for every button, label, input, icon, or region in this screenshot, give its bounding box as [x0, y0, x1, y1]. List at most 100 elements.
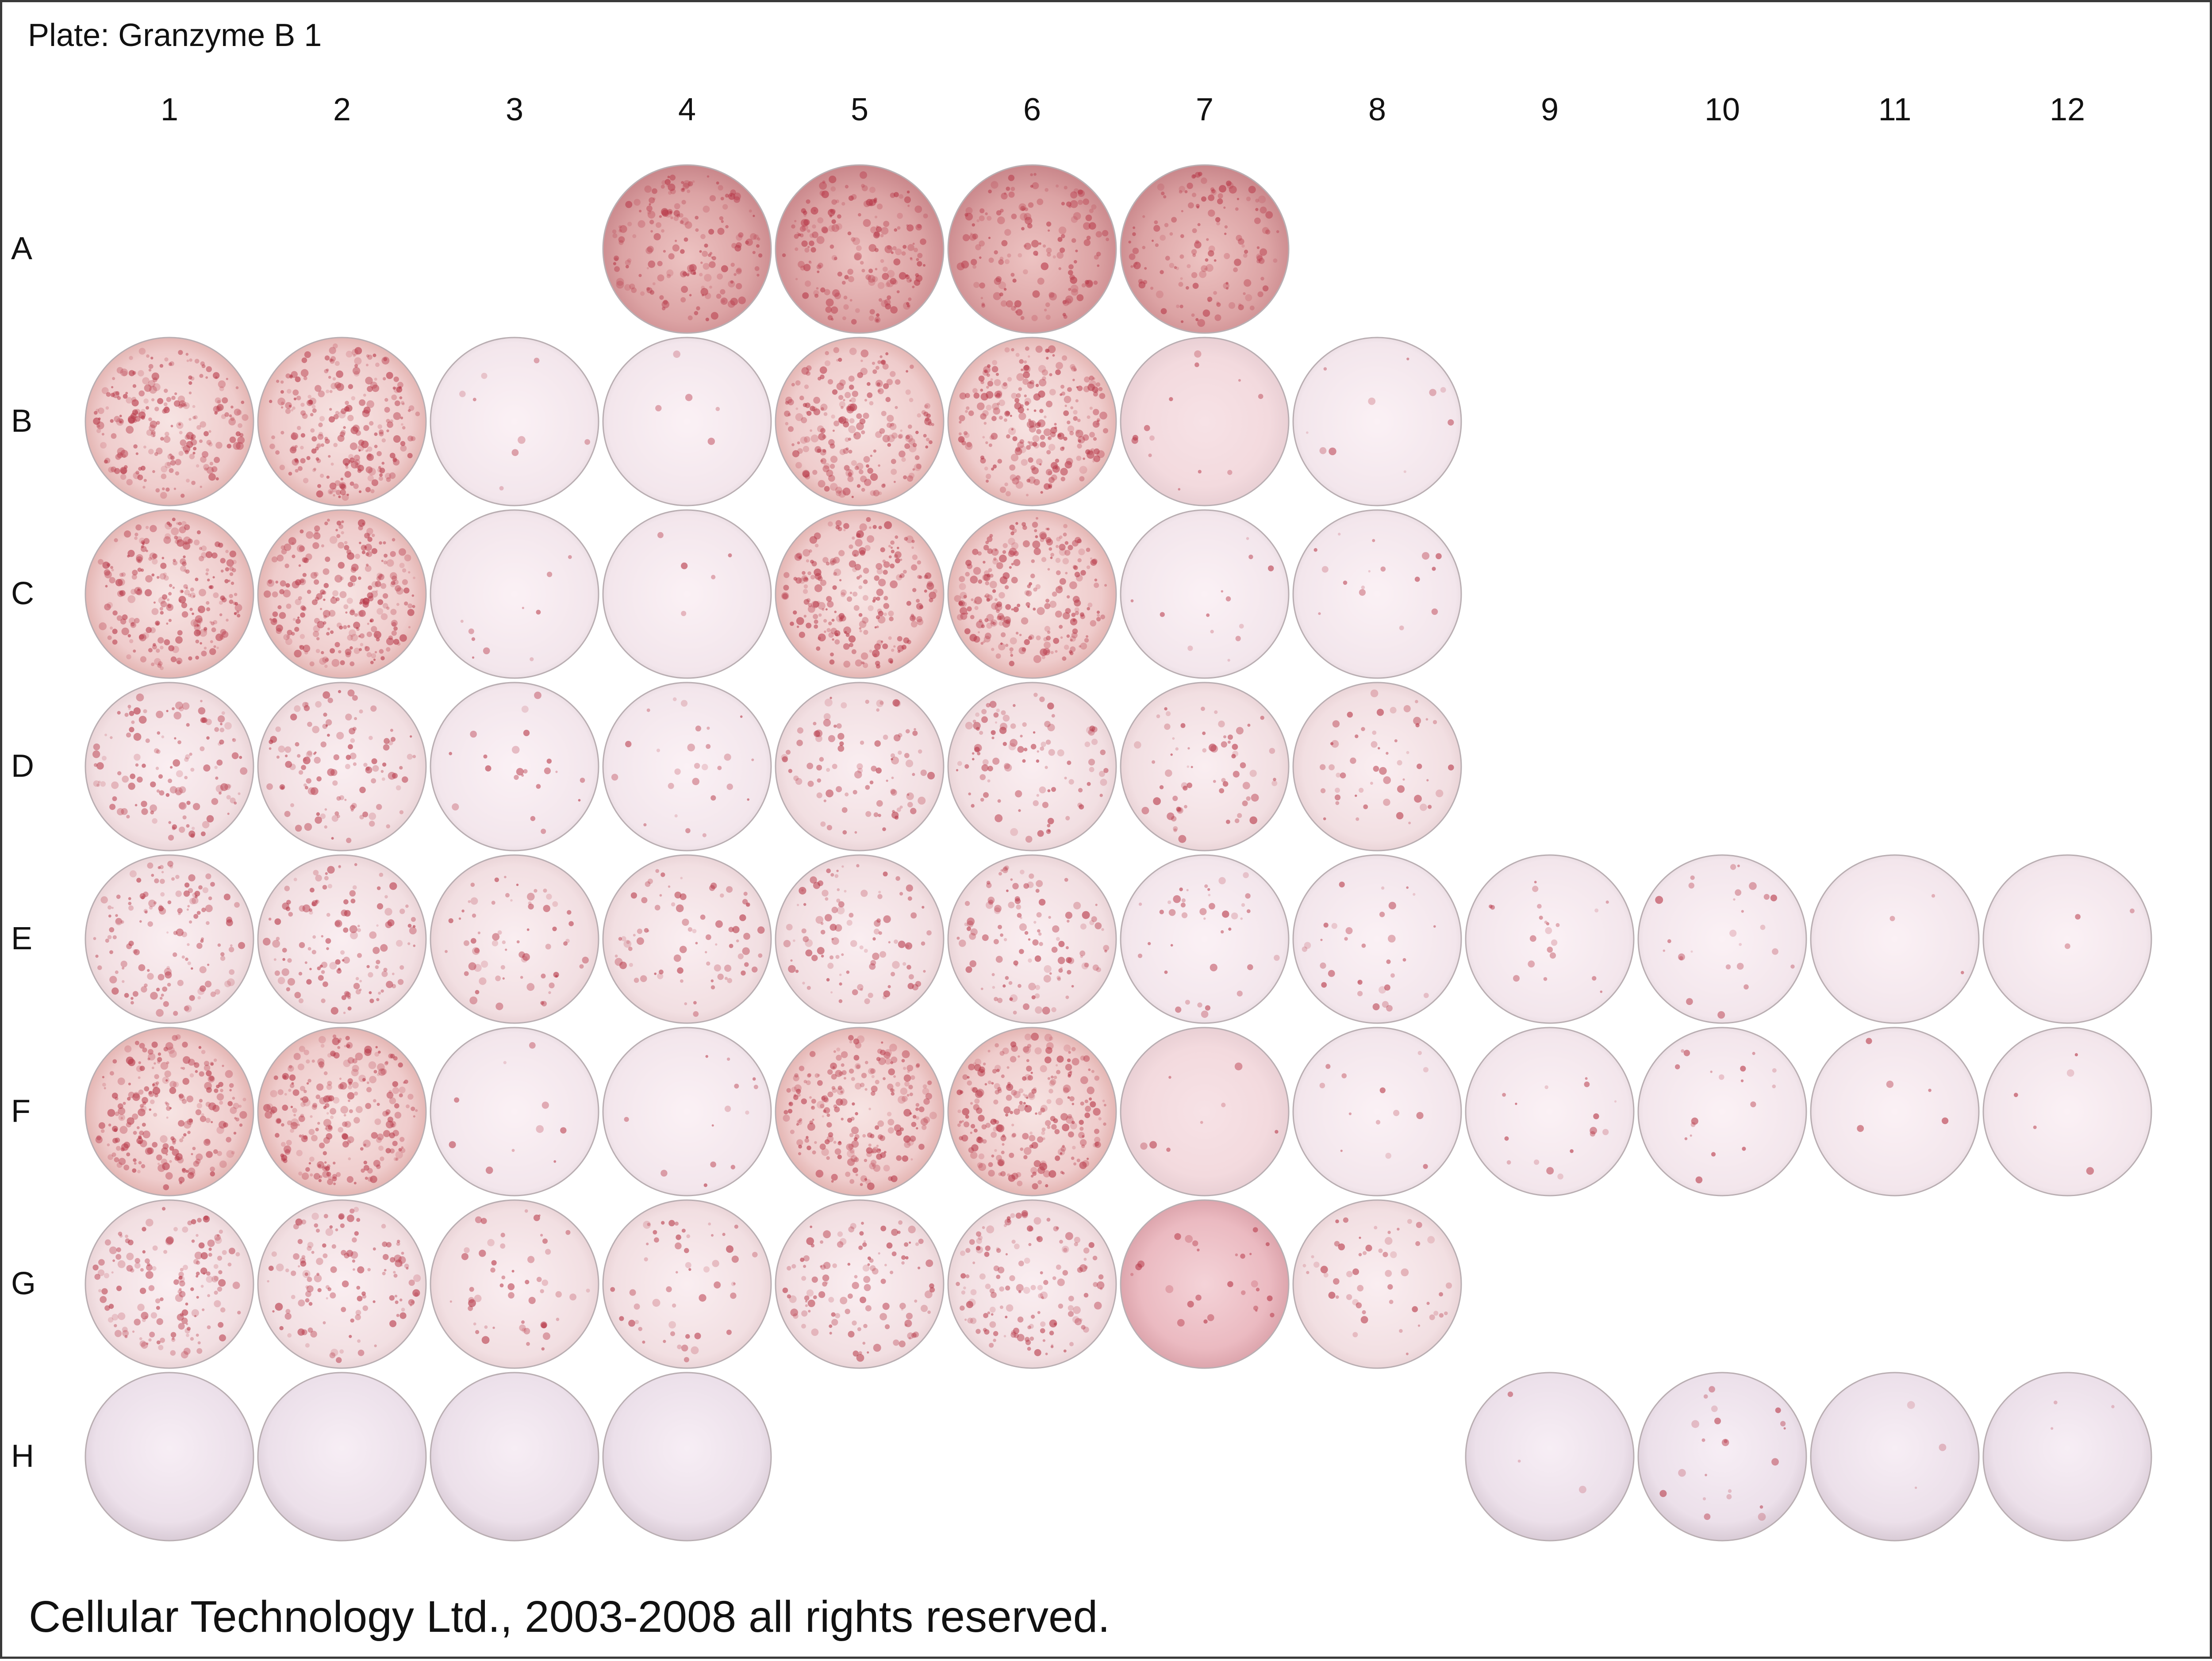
spot [175, 702, 183, 710]
spot [357, 611, 364, 617]
spot [196, 1154, 203, 1161]
spot [356, 1106, 363, 1113]
spot [220, 783, 228, 791]
spot [788, 965, 796, 973]
spot [394, 376, 399, 382]
spot [1002, 550, 1006, 554]
spot [383, 744, 390, 751]
spot [997, 998, 1002, 1003]
spot [402, 776, 408, 783]
spot [407, 942, 410, 945]
spot [121, 572, 126, 577]
spot [132, 1168, 136, 1173]
spot [826, 596, 832, 602]
spot [110, 1071, 114, 1075]
spot [366, 1087, 372, 1092]
spot [579, 964, 584, 969]
spot [1094, 579, 1098, 582]
spot [333, 1097, 339, 1104]
spot [954, 595, 961, 602]
spot [215, 777, 218, 780]
spot [1226, 820, 1230, 824]
spot [376, 960, 380, 964]
spot [797, 727, 803, 733]
spot [1320, 939, 1322, 941]
spot [288, 978, 295, 986]
spot [1075, 537, 1081, 544]
spot [144, 983, 148, 987]
spot [383, 1130, 390, 1137]
spot [324, 437, 328, 441]
spot [173, 587, 175, 589]
spot [738, 296, 746, 304]
spot [1089, 1097, 1092, 1101]
spot [985, 1083, 987, 1086]
spot [300, 1097, 303, 1100]
spot [959, 601, 963, 606]
spot [1073, 416, 1078, 421]
spot [227, 1101, 233, 1106]
spot [814, 625, 818, 629]
spot [115, 914, 118, 917]
well-membrane [948, 683, 1116, 851]
spot [1101, 928, 1104, 931]
spot [849, 1179, 854, 1184]
spot [850, 592, 853, 595]
spot [908, 983, 914, 989]
spot [1235, 207, 1239, 211]
spot [485, 765, 492, 771]
spot [134, 533, 138, 536]
spot [1065, 295, 1073, 303]
spot [134, 537, 138, 540]
spot [858, 213, 861, 217]
spot [359, 787, 366, 794]
spot [317, 1161, 324, 1169]
spot [661, 1170, 667, 1177]
spot [563, 941, 568, 946]
spot [492, 940, 498, 946]
spot [916, 1103, 920, 1107]
spot [292, 432, 295, 434]
spot [382, 763, 386, 767]
spot [998, 592, 1005, 598]
spot [1362, 944, 1366, 948]
spot [1046, 248, 1052, 253]
spot [126, 944, 132, 949]
spot [1133, 265, 1136, 268]
spot [1227, 470, 1232, 475]
spot [835, 1148, 841, 1155]
spot [278, 977, 285, 985]
spot [613, 234, 618, 238]
spot [102, 1076, 104, 1078]
spot [1089, 767, 1094, 772]
spot [347, 1092, 355, 1100]
spot [827, 963, 833, 969]
spot [323, 1106, 327, 1109]
spot [110, 736, 112, 739]
spot [814, 620, 818, 624]
spot [925, 572, 931, 579]
spot [378, 992, 381, 995]
spot [1036, 345, 1043, 353]
spot [152, 644, 157, 649]
spot [105, 939, 109, 943]
spot [546, 894, 552, 899]
spot [910, 1093, 913, 1096]
spot [820, 404, 827, 411]
spot [906, 792, 914, 800]
spot [965, 572, 970, 577]
spot [646, 288, 652, 293]
spot [1371, 741, 1378, 748]
spot [363, 394, 366, 397]
spot [1079, 476, 1084, 481]
spot [1347, 712, 1353, 717]
spot [1103, 1123, 1106, 1126]
spot [855, 1112, 858, 1115]
spot [1433, 720, 1437, 724]
spot [296, 619, 301, 624]
spot [505, 948, 507, 951]
spot [229, 566, 234, 571]
spot [230, 798, 236, 803]
spot [314, 1173, 320, 1180]
spot [916, 258, 919, 261]
